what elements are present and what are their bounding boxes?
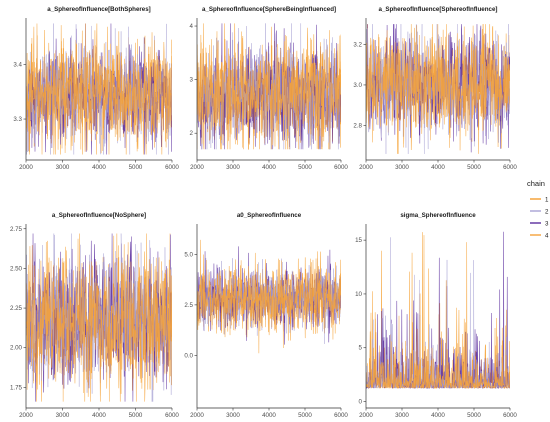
y-tick-label: 3: [190, 77, 194, 84]
chain-4-trace: [26, 233, 172, 402]
x-tick-label: 5000: [467, 412, 481, 419]
y-tick-label: 0: [359, 399, 363, 406]
y-tick-label: 3.0: [353, 82, 362, 89]
y-tick-label: 2.50: [10, 265, 23, 272]
x-tick-label: 3000: [56, 164, 70, 171]
x-tick-label: 6000: [165, 412, 179, 419]
x-tick-label: 5000: [298, 412, 312, 419]
chain-4-trace: [366, 235, 510, 389]
x-tick-label: 3000: [395, 164, 409, 171]
x-tick-label: 6000: [334, 164, 348, 171]
trace-lines: [197, 239, 341, 354]
x-tick-label: 5000: [129, 164, 143, 171]
x-tick-label: 3000: [226, 164, 240, 171]
y-tick-label: 5.0: [184, 251, 193, 258]
panel-title: a_SphereofInfluence[SphereBeingInfluence…: [202, 6, 336, 13]
x-tick-label: 6000: [503, 164, 517, 171]
trace-lines: [26, 233, 172, 402]
legend: chain 1 2 3 4: [527, 179, 549, 240]
panel-title: a_SphereofInfluence[NoSphere]: [52, 212, 146, 219]
x-tick-label: 3000: [56, 412, 70, 419]
legend-label: 1: [545, 197, 549, 204]
x-tick-label: 3000: [226, 412, 240, 419]
x-tick-label: 5000: [129, 412, 143, 419]
x-tick-label: 2000: [19, 412, 33, 419]
chain-4-trace: [197, 239, 341, 354]
y-tick-label: 4: [190, 23, 194, 30]
y-tick-label: 2.00: [10, 345, 23, 352]
panel-title: a0_SphereofInfluence: [237, 212, 302, 219]
y-tick-label: 2.25: [10, 305, 23, 312]
legend-title: chain: [527, 179, 545, 188]
panel-title: a_SphereofInfluence[SphereofInfluence]: [379, 6, 498, 13]
x-tick-label: 6000: [503, 412, 517, 419]
y-tick-label: 3.2: [353, 41, 362, 48]
x-tick-label: 3000: [395, 412, 409, 419]
panel-sphere-of-influence: a_SphereofInfluence[SphereofInfluence] 2…: [353, 6, 517, 171]
x-tick-label: 5000: [467, 164, 481, 171]
trace-lines: [366, 231, 510, 390]
x-tick-label: 4000: [92, 412, 106, 419]
y-tick-label: 2.8: [353, 123, 362, 130]
x-tick-label: 4000: [92, 164, 106, 171]
x-tick-label: 6000: [334, 412, 348, 419]
x-tick-label: 5000: [298, 164, 312, 171]
chain-4-trace: [366, 24, 510, 154]
trace-lines: [197, 23, 341, 150]
x-tick-label: 4000: [262, 412, 276, 419]
panel-title: a_SphereofInfluence[BothSpheres]: [47, 6, 151, 13]
x-tick-label: 4000: [262, 164, 276, 171]
x-tick-label: 6000: [165, 164, 179, 171]
x-tick-label: 2000: [190, 164, 204, 171]
y-tick-label: 0.0: [184, 352, 193, 359]
legend-item-1: 1: [530, 197, 549, 204]
y-tick-label: 2: [190, 130, 194, 137]
panel-no-sphere: a_SphereofInfluence[NoSphere] 1.75 2.00 2.…: [10, 212, 179, 419]
y-tick-label: 5: [359, 345, 363, 352]
trace-lines: [366, 24, 510, 154]
chain-4-trace: [26, 23, 172, 155]
legend-label: 3: [545, 221, 549, 228]
y-tick-label: 1.75: [10, 384, 23, 391]
panel-both-spheres: a_SphereofInfluence[BothSpheres] 3.3 3.4 2…: [13, 6, 179, 171]
x-tick-label: 4000: [431, 164, 445, 171]
legend-item-3: 3: [530, 221, 549, 228]
x-tick-label: 2000: [190, 412, 204, 419]
panel-sphere-being-influenced: a_SphereofInfluence[SphereBeingInfluence…: [190, 6, 349, 171]
trace-lines: [26, 23, 172, 155]
panel-sigma: sigma_SphereofInfluence 0 5 10 15 2000 3000 40…: [355, 212, 517, 419]
x-tick-label: 2000: [359, 164, 373, 171]
legend-label: 4: [545, 233, 549, 240]
x-tick-label: 2000: [359, 412, 373, 419]
legend-label: 2: [545, 209, 549, 216]
y-tick-label: 15: [355, 237, 362, 244]
chain-4-trace: [197, 23, 341, 150]
legend-item-2: 2: [530, 209, 549, 216]
panel-title: sigma_SphereofInfluence: [400, 212, 476, 219]
y-tick-label: 10: [355, 291, 362, 298]
legend-item-4: 4: [530, 233, 549, 240]
y-tick-label: 2.5: [184, 302, 193, 309]
x-tick-label: 4000: [431, 412, 445, 419]
y-tick-label: 3.4: [13, 61, 22, 68]
panel-a0: a0_SphereofInfluence 0.0 2.5 5.0 2000 3000 40…: [184, 212, 348, 419]
x-tick-label: 2000: [19, 164, 33, 171]
y-tick-label: 2.75: [10, 226, 23, 233]
y-tick-label: 3.3: [13, 116, 22, 123]
